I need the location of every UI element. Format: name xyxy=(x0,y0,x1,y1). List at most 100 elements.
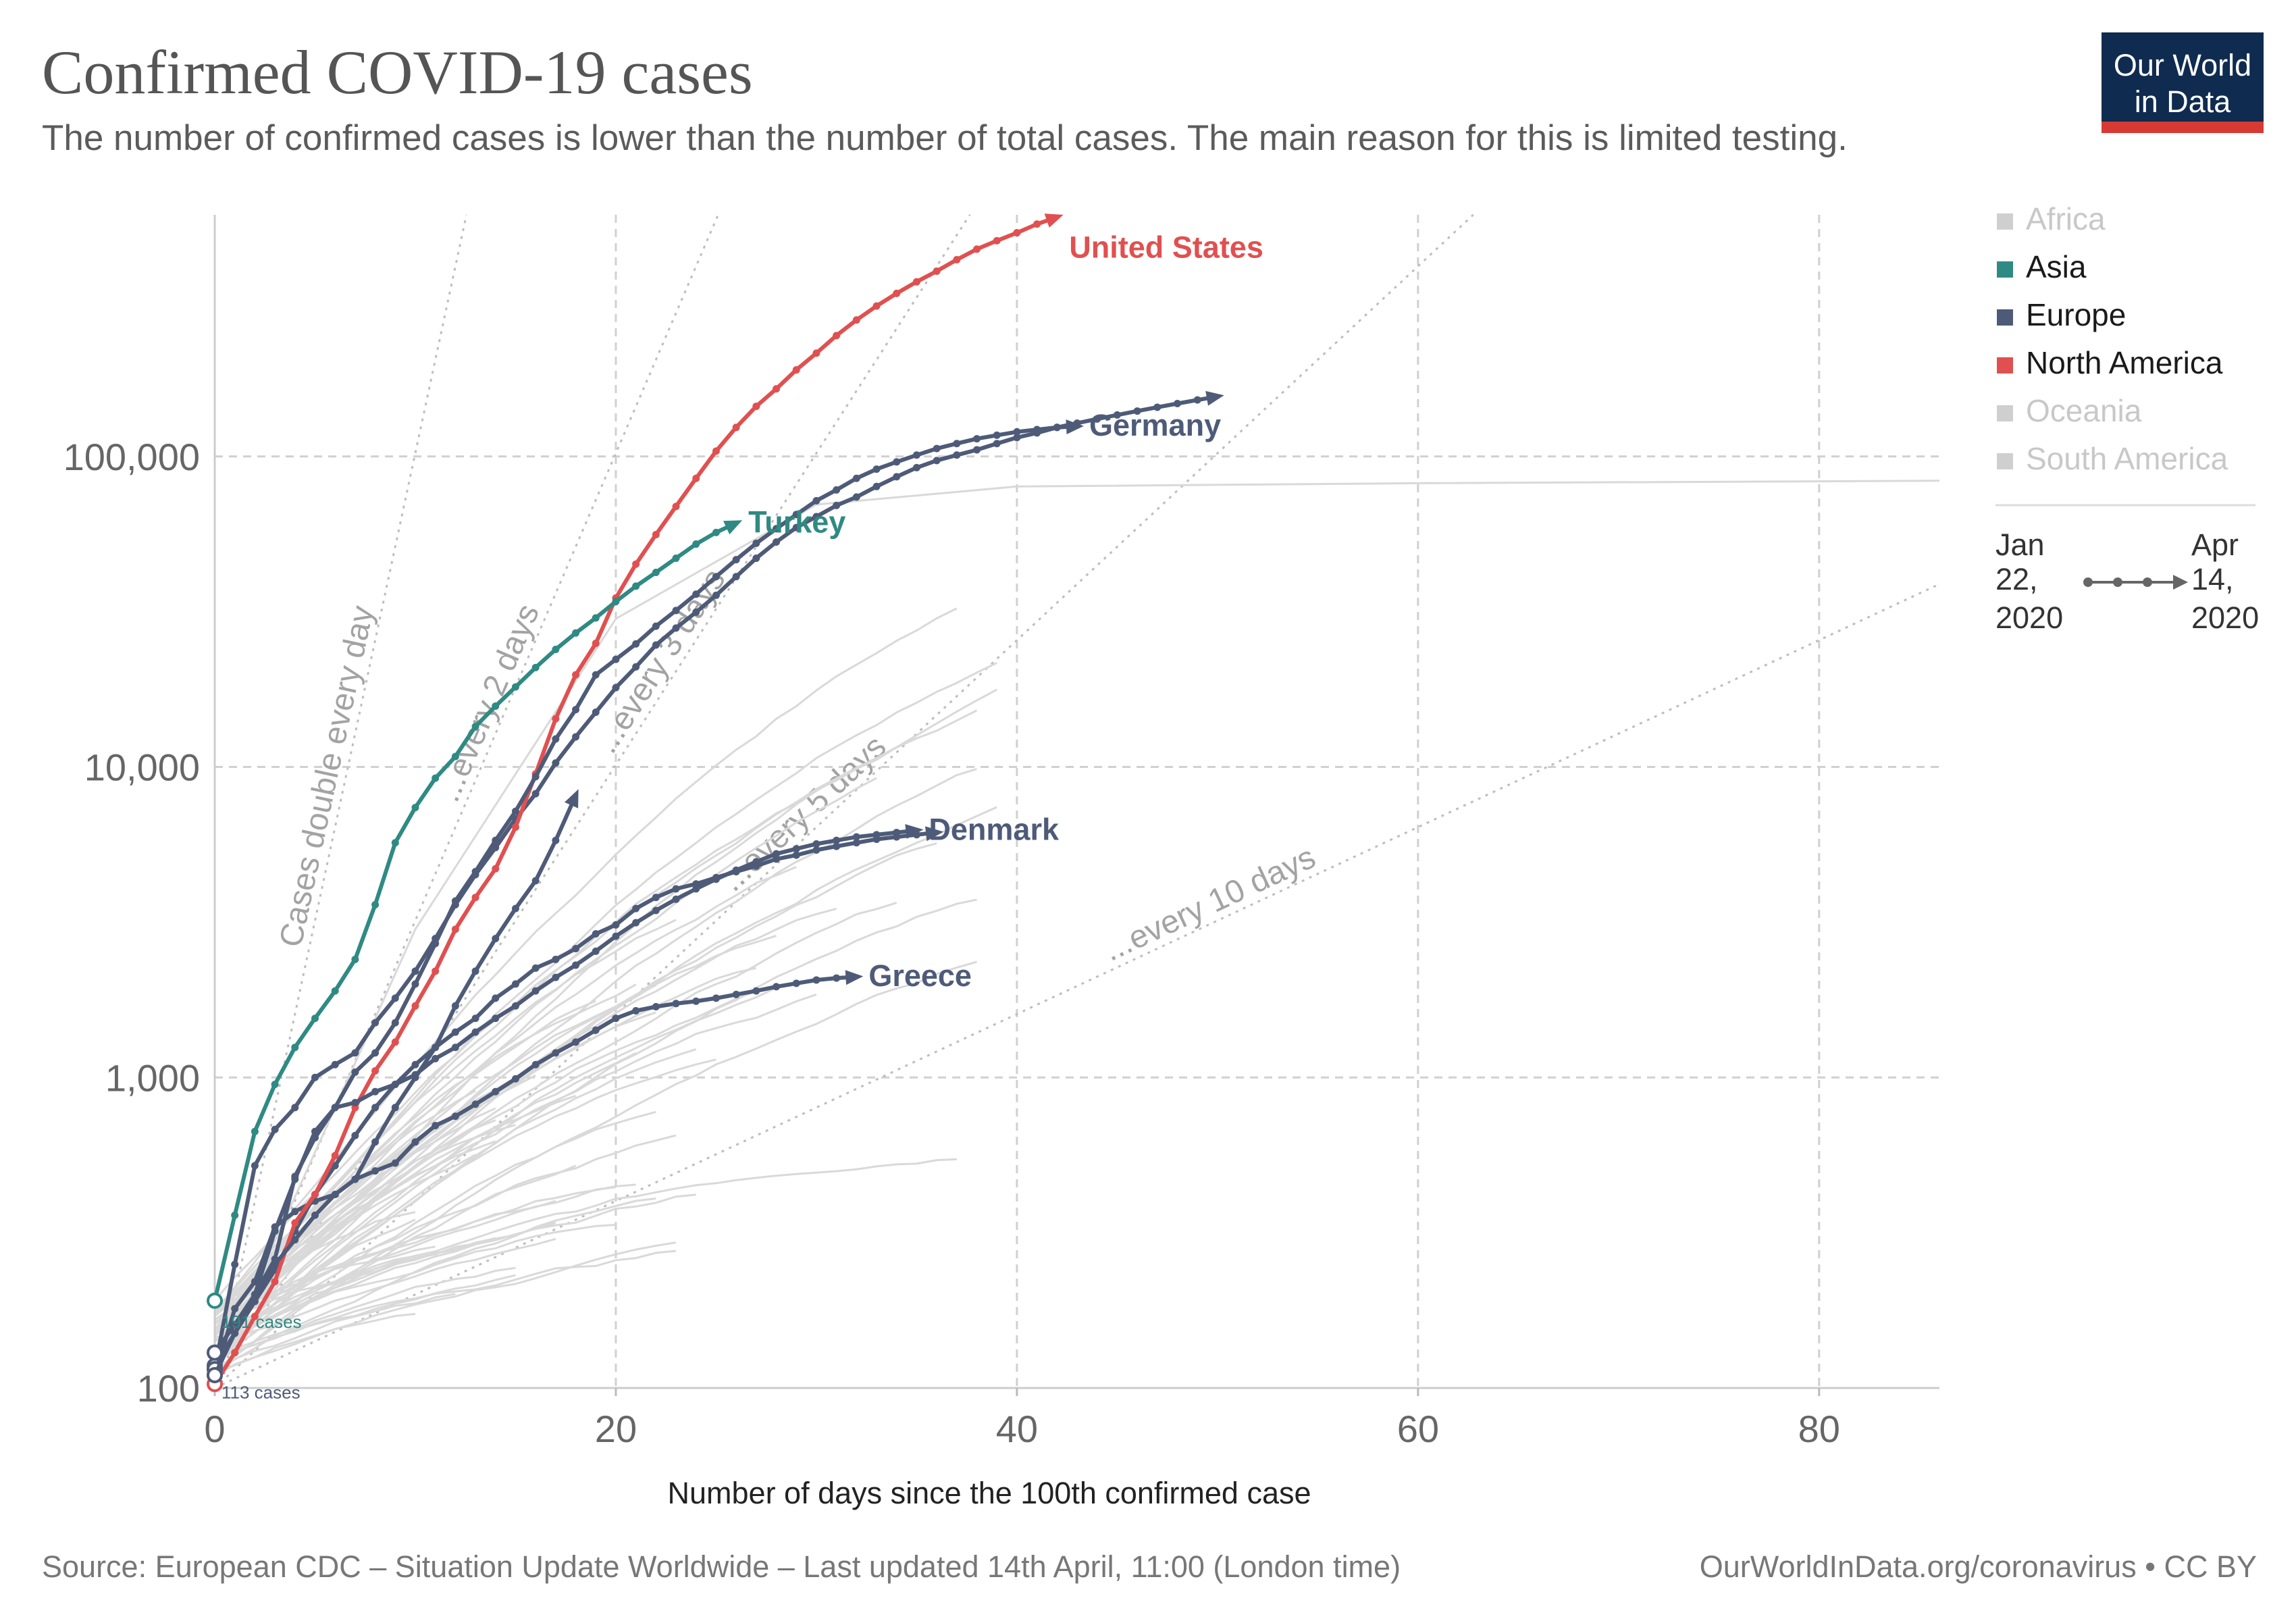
series-start-marker xyxy=(207,1292,223,1309)
doubling-guide-line xyxy=(213,214,468,1389)
time-end-line-3: 2020 xyxy=(2191,600,2259,635)
logo-line-1: Our World xyxy=(2114,48,2251,82)
background-country-line xyxy=(213,480,1940,1376)
series-point xyxy=(492,865,500,873)
series-point xyxy=(451,925,459,933)
source-note: Source: European CDC – Situation Update … xyxy=(42,1549,1401,1584)
series-point xyxy=(812,976,820,984)
series-point xyxy=(632,640,640,648)
series-point xyxy=(852,474,860,482)
series-point xyxy=(792,845,800,853)
series-point xyxy=(792,851,800,859)
time-start-handle[interactable] xyxy=(2083,577,2093,587)
series-point xyxy=(331,987,339,995)
series-point xyxy=(251,1127,259,1135)
series-point xyxy=(833,501,841,509)
series-end-arrow xyxy=(1044,213,1064,228)
series-point xyxy=(351,1068,359,1076)
x-tick-label: 60 xyxy=(1397,1408,1439,1450)
series-point xyxy=(872,831,881,839)
background-country-lines xyxy=(213,480,1940,1378)
x-tick-label: 80 xyxy=(1798,1408,1840,1450)
background-country-line xyxy=(214,1312,416,1378)
legend-swatch xyxy=(1997,213,2013,230)
series-point xyxy=(552,759,560,767)
series-point xyxy=(953,440,961,448)
series-point xyxy=(511,683,519,691)
series-point xyxy=(852,839,860,847)
series-point xyxy=(672,555,680,563)
series-point xyxy=(432,774,440,782)
series-point xyxy=(672,624,680,632)
series-point xyxy=(732,423,740,432)
series-point xyxy=(893,829,901,837)
series-point xyxy=(451,1028,459,1036)
series-point xyxy=(492,994,500,1002)
series-end-arrow xyxy=(905,824,924,839)
background-country-line xyxy=(213,898,977,1362)
series-point xyxy=(231,1260,239,1268)
background-country-line xyxy=(213,842,937,1333)
series-point xyxy=(251,1291,259,1299)
y-tick-label: 100,000 xyxy=(63,436,200,478)
series-point xyxy=(311,1127,319,1135)
doubling-guide-label: Cases double every day xyxy=(273,602,381,950)
credit-link[interactable]: OurWorldInData.org/coronavirus • CC BY xyxy=(1700,1549,2257,1584)
series-point xyxy=(552,1049,560,1057)
series-point xyxy=(351,1131,359,1139)
series-point xyxy=(531,964,540,972)
series-end-arrow xyxy=(723,520,743,535)
series-point xyxy=(773,538,781,546)
owid-logo[interactable]: Our World in Data xyxy=(2102,32,2264,133)
series-point xyxy=(592,640,600,648)
series-point xyxy=(1153,403,1162,411)
series-point xyxy=(451,897,459,905)
background-country-line xyxy=(213,902,897,1331)
legend-item-south-america: South America xyxy=(2026,441,2228,476)
series-point xyxy=(471,967,479,975)
background-country-line xyxy=(214,1293,456,1368)
series-point xyxy=(391,1104,399,1112)
series-point xyxy=(331,1162,339,1170)
series-point xyxy=(912,463,920,471)
series-point xyxy=(833,842,841,850)
time-range-widget[interactable]: Jan 22, 2020 Apr 14, 2020 xyxy=(1995,528,2259,635)
series-point xyxy=(632,904,640,912)
grid-lines xyxy=(215,215,1939,1388)
series-point xyxy=(291,1236,299,1244)
background-country-line xyxy=(213,983,637,1312)
time-end-line-2: 14, xyxy=(2191,562,2234,596)
series-point xyxy=(792,979,800,987)
series-point xyxy=(1033,220,1041,228)
series-end-arrow xyxy=(1066,419,1084,434)
series-point xyxy=(1013,428,1021,436)
series-point xyxy=(572,629,580,637)
series-point xyxy=(592,671,600,679)
series-point xyxy=(371,1104,380,1112)
series-point xyxy=(1133,407,1141,415)
series-point xyxy=(833,332,841,340)
doubling-guide-line xyxy=(214,583,1940,1389)
time-end-line-1: Apr xyxy=(2191,528,2239,562)
series-point xyxy=(411,1060,419,1069)
series-point xyxy=(411,804,419,812)
series-point xyxy=(632,582,640,590)
series-point xyxy=(291,1208,299,1216)
series-point xyxy=(592,930,600,938)
time-start-line-1: Jan xyxy=(1995,528,2045,562)
series-point xyxy=(912,451,920,459)
series-point xyxy=(271,1260,279,1268)
background-country-line xyxy=(213,866,797,1338)
series-point xyxy=(331,1190,339,1198)
doubling-guides: Cases double every day ...every 2 days...… xyxy=(213,213,1940,1389)
series-point xyxy=(592,614,600,622)
series-point xyxy=(833,974,841,982)
series-point xyxy=(712,447,720,455)
time-end-arrow-icon[interactable] xyxy=(2173,575,2188,590)
series-point xyxy=(271,1227,279,1235)
series-point xyxy=(833,836,841,844)
series-point xyxy=(451,1112,459,1121)
series-point xyxy=(812,846,820,854)
series-point xyxy=(391,839,399,847)
series-point xyxy=(712,994,720,1002)
